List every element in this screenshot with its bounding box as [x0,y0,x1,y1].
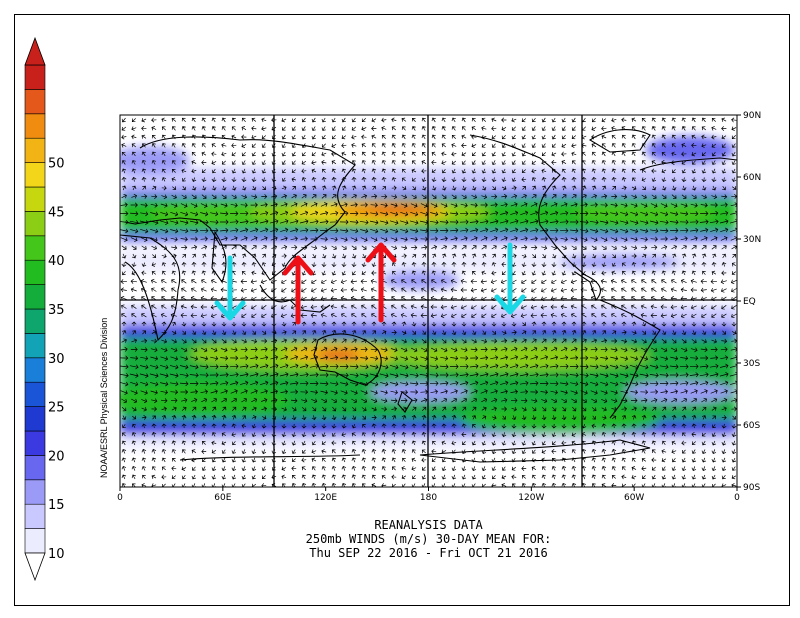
latitude-tick-label: 30S [743,359,760,369]
colorbar-tick-label: 20 [48,449,65,464]
colorbar [24,36,46,582]
colorbar-swatch [24,406,46,432]
cyan-arrow-east-pacific [494,242,526,315]
colorbar-swatch [24,259,46,285]
colorbar-swatch [24,284,46,310]
colorbar-swatch [24,528,46,554]
colorbar-tick-label: 45 [48,205,65,220]
colorbar-tick-label: 25 [48,401,65,416]
colorbar-max-triangle [24,36,46,66]
map-gridlines [120,115,737,487]
colorbar-swatch [24,455,46,481]
wind-vectors [120,117,737,487]
colorbar-tick-label: 10 [48,547,65,562]
colorbar-swatch [24,211,46,237]
cyan-arrow-indian-ocean [214,255,246,321]
colorbar-swatch [24,89,46,115]
longitude-tick-label: 120E [314,493,337,503]
latitude-tick-label: 60S [743,421,760,431]
colorbar-swatch [24,235,46,261]
colorbar-tick-label: 15 [48,498,65,513]
colorbar-swatch [24,479,46,505]
red-arrow-west-pacific [365,242,397,323]
colorbar-swatch [24,113,46,139]
colorbar-swatch [24,430,46,456]
latitude-axis: 90N 60N 30N EQ 30S 60S 90S [737,111,761,493]
longitude-tick-label: 180 [420,493,437,503]
latitude-tick-label: EQ [743,297,756,307]
longitude-tick-label: 120W [518,493,544,503]
latitude-tick-label: 60N [743,173,761,183]
colorbar-swatch [24,64,46,90]
highlight-arrows [214,242,526,325]
colorbar-swatch [24,357,46,383]
longitude-tick-label: 60E [214,493,231,503]
longitude-tick-label: 0 [734,493,740,503]
colorbar-swatch [24,137,46,163]
map-panel [120,115,737,487]
caption-line-1: REANALYSIS DATA [374,518,483,532]
red-arrow-indonesia [282,255,314,325]
colorbar-swatch [24,503,46,529]
figure-frame [14,14,790,606]
longitude-axis: 0 60E 120E 180 120W 60W 0 [117,487,740,503]
colorbar-tick-label: 30 [48,352,65,367]
latitude-tick-label: 90S [743,483,760,493]
coastlines [120,129,737,463]
caption-line-2: 250mb WINDS (m/s) 30-DAY MEAN FOR: [305,532,552,546]
colorbar-min-triangle [24,552,46,582]
colorbar-swatch [24,186,46,212]
longitude-tick-label: 60W [624,493,644,503]
colorbar-swatch [24,333,46,359]
latitude-tick-label: 90N [743,111,761,121]
colorbar-swatch [24,162,46,188]
colorbar-tick-label: 50 [48,157,65,172]
longitude-tick-label: 0 [117,493,123,503]
caption-line-3: Thu SEP 22 2016 - Fri OCT 21 2016 [309,546,548,560]
colorbar-swatch [24,308,46,334]
colorbar-swatch [24,381,46,407]
colorbar-labels: 10 15 20 25 30 35 40 45 50 [48,157,65,562]
credit-label: NOAA/ESRL Physical Sciences Division [99,317,109,478]
colorbar-tick-label: 35 [48,303,65,318]
latitude-tick-label: 30N [743,235,761,245]
colorbar-tick-label: 40 [48,254,65,269]
